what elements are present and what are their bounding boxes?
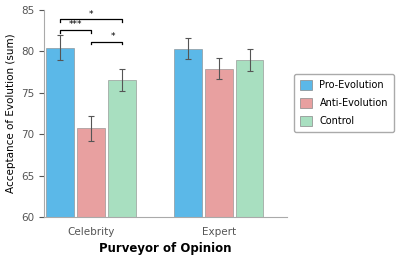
Bar: [77, 128, 105, 217]
Text: *: *: [89, 10, 93, 19]
Bar: [108, 80, 136, 217]
Bar: [46, 48, 74, 217]
Text: ***: ***: [69, 20, 82, 29]
Y-axis label: Acceptance of Evolution (sum): Acceptance of Evolution (sum): [6, 34, 16, 193]
Bar: [236, 60, 264, 217]
Bar: [174, 49, 202, 217]
Text: *: *: [110, 32, 115, 41]
Bar: [205, 69, 232, 217]
Legend: Pro-Evolution, Anti-Evolution, Control: Pro-Evolution, Anti-Evolution, Control: [294, 74, 394, 132]
X-axis label: Purveyor of Opinion: Purveyor of Opinion: [99, 242, 232, 256]
